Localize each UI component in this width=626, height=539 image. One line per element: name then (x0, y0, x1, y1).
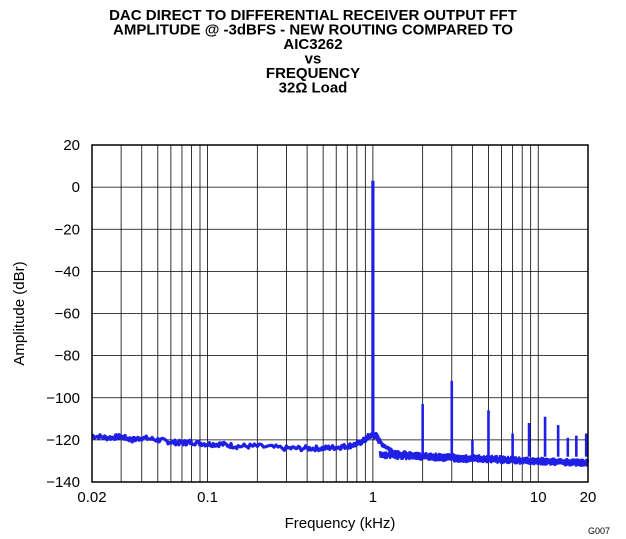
x-tick-label: 20 (580, 489, 597, 506)
noise-band (378, 450, 589, 467)
chart-title: DAC DIRECT TO DIFFERENTIAL RECEIVER OUTP… (109, 7, 517, 97)
y-tick-label: −140 (46, 474, 80, 491)
y-tick-label: 0 (72, 179, 80, 196)
x-tick-label: 10 (530, 489, 547, 506)
x-tick-labels: 0.02 0.1 1 10 20 (77, 489, 596, 506)
x-tick-label: 0.02 (77, 489, 106, 506)
x-axis-label: Frequency (kHz) (285, 515, 396, 532)
title-line: 32Ω Load (279, 80, 348, 97)
y-tick-label: −60 (55, 306, 80, 323)
y-tick-label: −120 (46, 432, 80, 449)
y-tick-label: 20 (63, 137, 80, 154)
title-line: AIC3262 (283, 36, 342, 53)
plot-frame (91, 144, 589, 483)
y-tick-label: −100 (46, 390, 80, 407)
title-line: AMPLITUDE @ -3dBFS - NEW ROUTING COMPARE… (113, 22, 513, 39)
y-tick-labels: 20 0 −20 −40 −60 −80 −100 −120 −140 (46, 137, 80, 491)
title-line: FREQUENCY (266, 65, 360, 82)
y-axis-label: Amplitude (dBr) (11, 261, 28, 365)
x-tick-label: 0.1 (197, 489, 218, 506)
title-line: DAC DIRECT TO DIFFERENTIAL RECEIVER OUTP… (109, 7, 517, 24)
figure-code: G007 (588, 526, 610, 536)
y-tick-label: −80 (55, 348, 80, 365)
data-trace (91, 180, 590, 467)
y-tick-label: −40 (55, 263, 80, 280)
x-tick-label: 1 (369, 489, 377, 506)
y-tick-label: −20 (55, 221, 80, 238)
chart-grid (92, 145, 588, 482)
title-line: vs (305, 51, 322, 68)
